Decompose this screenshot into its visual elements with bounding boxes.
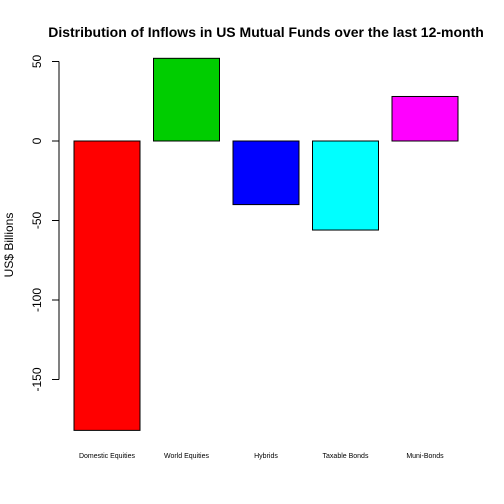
category-label: Hybrids <box>254 453 278 460</box>
y-axis: -150 -100 -50 0 50 <box>30 55 60 392</box>
category-label: Taxable Bonds <box>323 453 369 460</box>
bar <box>73 140 141 431</box>
y-tick-label: 50 <box>30 55 44 69</box>
category-labels: Domestic Equities World Equities Hybrids Ta… <box>79 453 444 460</box>
bar <box>312 140 379 231</box>
y-tick-label: 0 <box>30 137 44 144</box>
chart-title: Distribution of Inflows in US Mutual Fun… <box>48 24 484 40</box>
category-label: Domestic Equities <box>79 453 136 460</box>
y-tick-label: -150 <box>30 367 44 391</box>
bar <box>232 140 300 206</box>
y-axis-label: US$ Billions <box>2 213 16 278</box>
y-tick-label: -100 <box>30 288 44 312</box>
bar <box>391 95 459 142</box>
bars <box>73 57 459 431</box>
category-label: Muni-Bonds <box>406 453 444 460</box>
y-tick-label: -50 <box>30 212 44 230</box>
category-label: World Equities <box>164 453 210 460</box>
bar <box>153 57 220 142</box>
